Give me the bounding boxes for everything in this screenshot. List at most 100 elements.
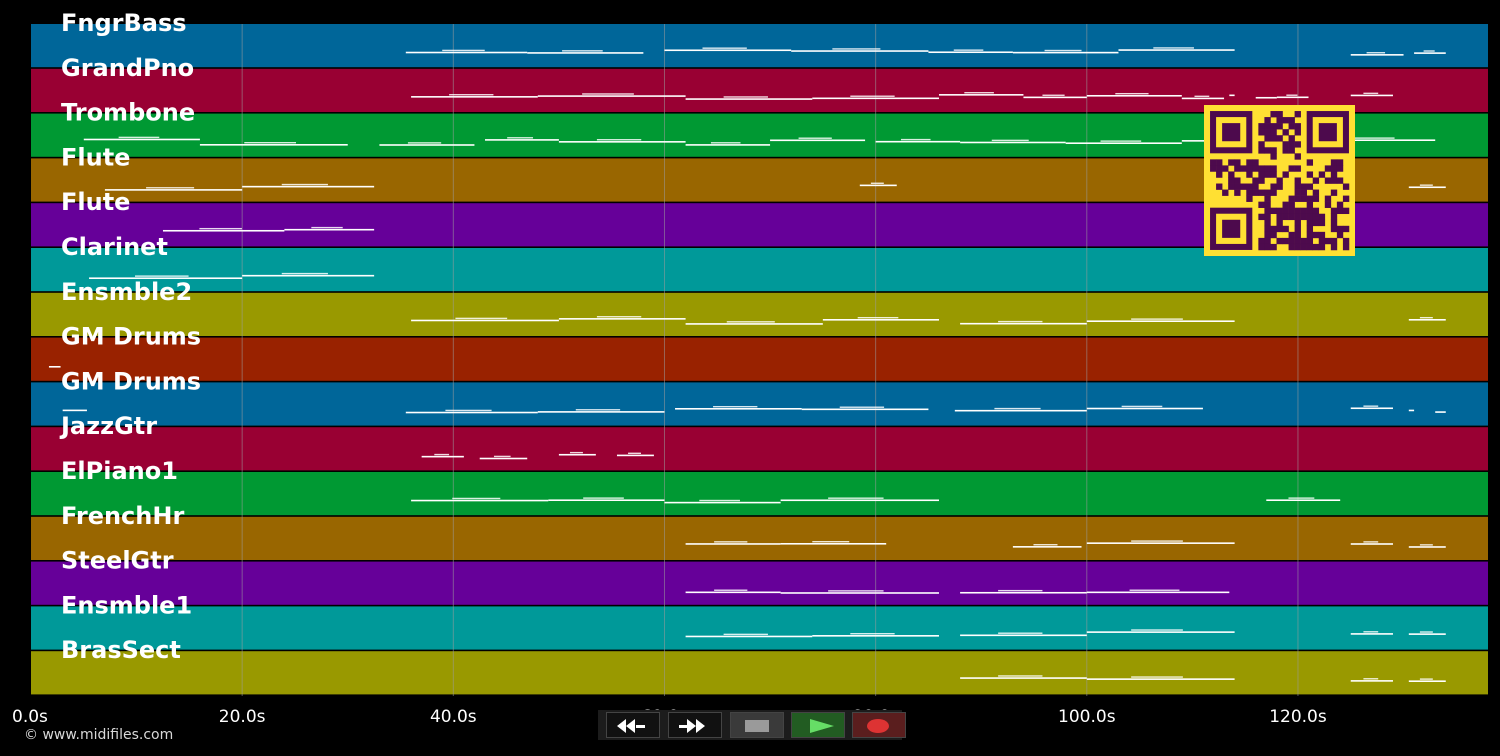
note-segment <box>780 540 887 545</box>
note-segment <box>558 139 686 143</box>
note-segment <box>548 497 665 502</box>
note-segment <box>1408 631 1446 635</box>
track-label: Flute <box>61 143 130 171</box>
play-icon <box>810 719 834 733</box>
note-segment <box>537 93 686 97</box>
note-segment <box>1435 411 1446 413</box>
note-segment <box>875 138 961 143</box>
note-segment <box>537 409 665 413</box>
note-segment <box>770 137 866 142</box>
track-lane <box>31 292 1488 336</box>
note-segment <box>162 227 285 232</box>
note-segment <box>1350 631 1393 635</box>
note-segment <box>1023 94 1087 99</box>
track-label: Ensmble2 <box>61 278 192 306</box>
time-grid <box>241 24 1299 696</box>
note-segment <box>1086 92 1182 97</box>
note-segment <box>558 316 686 320</box>
qr-code[interactable] <box>1204 105 1355 256</box>
note-segment <box>1086 676 1235 680</box>
track-lane <box>31 606 1488 650</box>
track-label: GM Drums <box>61 323 201 351</box>
fast-forward-icon <box>679 719 705 733</box>
track-lane <box>31 68 1488 112</box>
note-segment <box>928 49 1013 54</box>
copyright-text: © www.midifiles.com <box>24 727 174 743</box>
note-segment <box>685 589 781 594</box>
track-label: BrasSect <box>61 636 181 664</box>
track-label: FngrBass <box>61 9 187 37</box>
stop-icon <box>745 720 769 732</box>
note-segment <box>104 187 243 191</box>
note-segment <box>1012 544 1082 548</box>
note-segment <box>812 95 939 100</box>
time-tick-label: 100.0s <box>1058 707 1116 727</box>
note-segment <box>411 94 538 98</box>
note-segment <box>1229 94 1235 97</box>
note-segment <box>379 142 475 146</box>
note-segment <box>1086 629 1235 633</box>
note-segment <box>780 497 939 502</box>
track-lane <box>31 382 1488 426</box>
note-segment <box>859 182 897 187</box>
note-segment <box>62 409 87 412</box>
note-segment <box>1350 678 1393 682</box>
time-tick-label: 0.0s <box>12 707 48 727</box>
note-segment <box>1408 184 1446 189</box>
track-label: JazzGtr <box>59 412 157 440</box>
rewind-button[interactable] <box>606 712 660 738</box>
note-segment <box>812 633 939 637</box>
track-labels: FngrBass GrandPno Trombone Flute Flute Clarin… <box>59 9 201 664</box>
note-segment <box>960 589 1087 594</box>
track-label: ElPiano1 <box>61 457 178 485</box>
note-segment <box>1414 50 1446 54</box>
time-tick-label: 120.0s <box>1269 707 1327 727</box>
note-segment <box>411 497 549 502</box>
note-segment <box>479 455 528 460</box>
note-segment <box>938 92 1024 96</box>
note-segment <box>405 49 528 54</box>
note-segment <box>1086 540 1235 544</box>
note-segment <box>616 452 654 457</box>
note-segment <box>675 405 802 410</box>
time-tick-label: 40.0s <box>430 707 477 727</box>
note-segment <box>558 451 596 456</box>
note-segment <box>1086 405 1203 410</box>
note-segment <box>685 142 771 146</box>
note-segment <box>83 136 200 141</box>
stop-button[interactable] <box>730 712 784 738</box>
note-segment <box>1181 95 1225 100</box>
track-label: Flute <box>61 188 130 216</box>
note-segment <box>1086 589 1230 594</box>
note-segment <box>1276 94 1309 99</box>
note-segment <box>1255 96 1277 99</box>
time-tick-label: 20.0s <box>219 707 266 727</box>
note-segment <box>405 409 538 414</box>
note-segment <box>89 275 243 280</box>
track-label: GM Drums <box>61 367 201 395</box>
note-segment <box>1065 140 1182 145</box>
track-lane <box>31 427 1488 471</box>
play-button[interactable] <box>791 712 845 738</box>
track-lane <box>31 337 1488 381</box>
note-segment <box>1408 678 1446 682</box>
track-lane <box>31 651 1488 695</box>
note-segment <box>960 320 1087 325</box>
note-segment <box>685 321 823 325</box>
note-segment <box>1350 405 1393 410</box>
note-segment <box>242 272 375 277</box>
note-segment <box>960 675 1087 679</box>
note-segment <box>1350 541 1393 545</box>
note-segment <box>1408 316 1446 321</box>
fast-forward-button[interactable] <box>668 712 722 738</box>
record-button[interactable] <box>852 712 906 738</box>
note-segment <box>527 50 644 54</box>
track-label: GrandPno <box>61 54 194 82</box>
note-segment <box>685 96 813 100</box>
note-segment <box>1012 49 1119 54</box>
note-segment <box>48 365 61 368</box>
note-segment <box>791 48 929 52</box>
note-segment <box>1086 318 1235 323</box>
note-segment <box>954 407 1087 412</box>
